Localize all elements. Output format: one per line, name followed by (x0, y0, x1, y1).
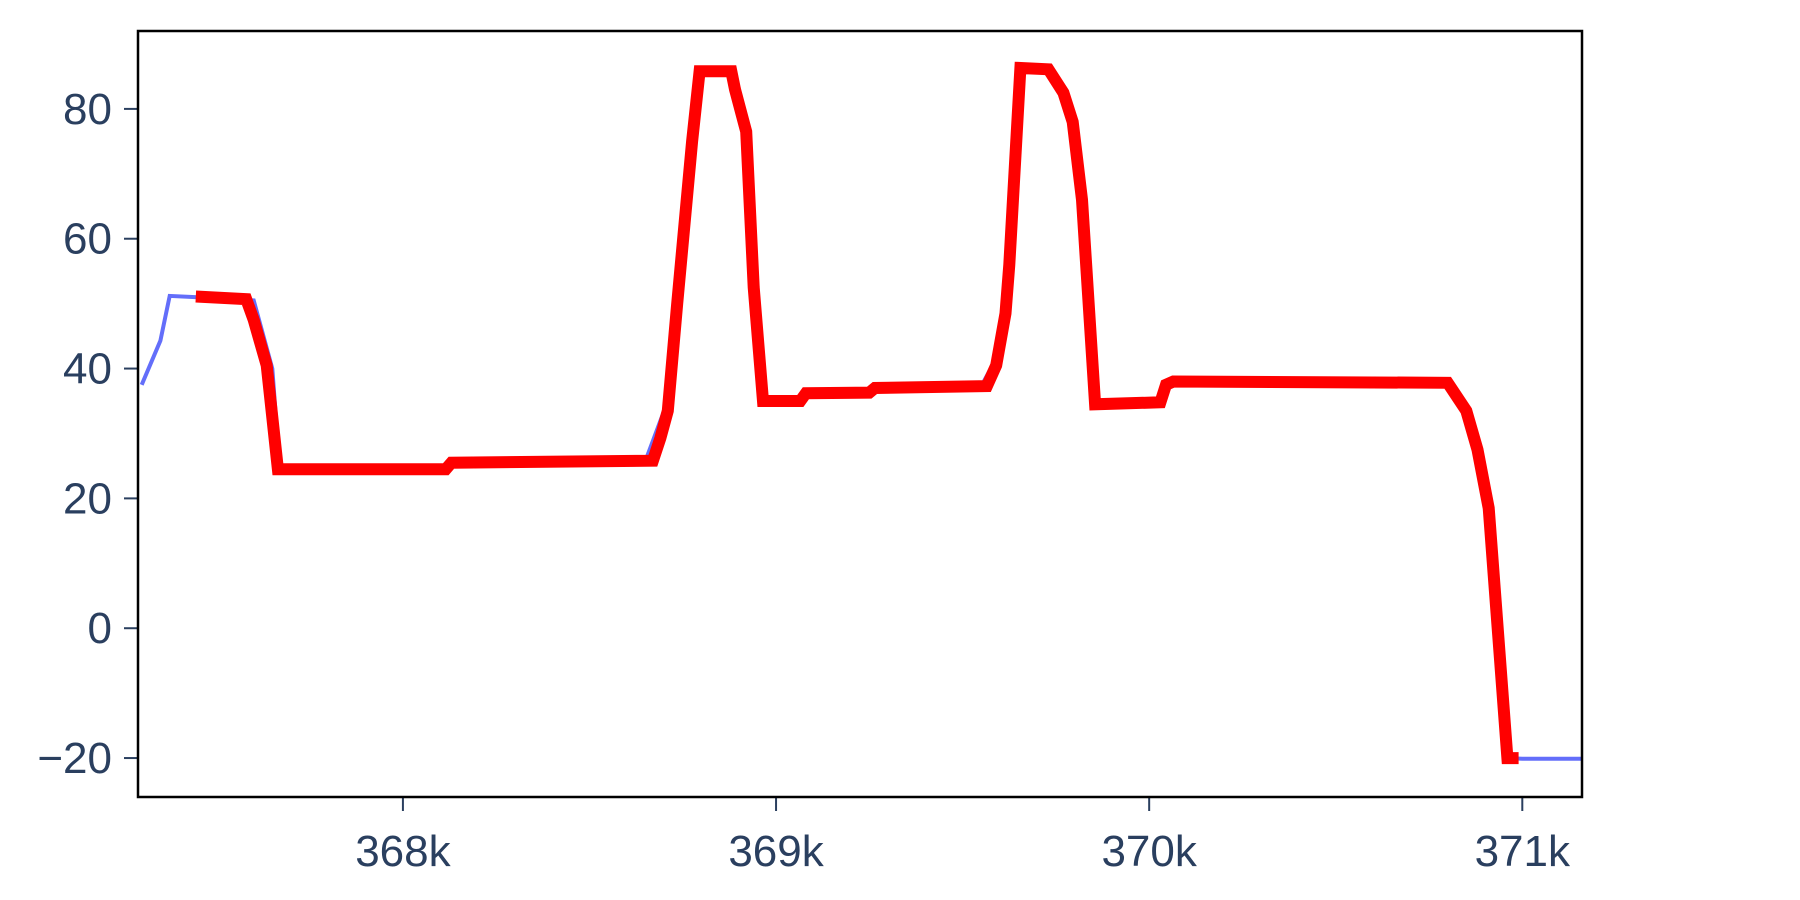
x-tick-label: 369k (728, 827, 824, 876)
x-tick-label: 370k (1101, 827, 1197, 876)
y-tick-label: 80 (63, 85, 112, 134)
y-tick-label: 60 (63, 215, 112, 264)
y-tick-label: −20 (37, 734, 112, 783)
x-tick-label: 371k (1475, 827, 1571, 876)
x-tick-label: 368k (355, 827, 451, 876)
plot-background (138, 31, 1582, 797)
y-tick-label: 40 (63, 345, 112, 394)
y-axis-ticks: −20 0 20 40 60 80 (37, 85, 138, 783)
x-axis-ticks: 368k 369k 370k 371k (355, 797, 1571, 876)
y-tick-label: 0 (88, 604, 112, 653)
y-tick-label: 20 (63, 474, 112, 523)
